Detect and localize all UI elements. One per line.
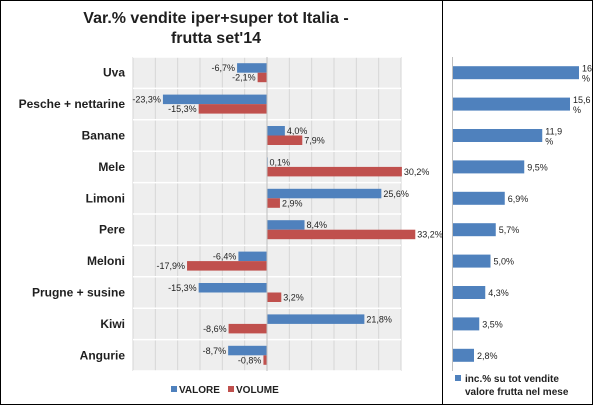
bar-incidence (453, 66, 579, 80)
category-label: Pesche + nettarine (19, 97, 126, 111)
bar-incidence (453, 286, 486, 299)
data-label: 4,0% (287, 126, 308, 136)
bar-valore (228, 345, 267, 356)
bar-incidence (453, 223, 496, 237)
category-label: Mele (98, 160, 125, 174)
legend-label-valore: VALORE (179, 385, 220, 396)
bar-valore (267, 126, 285, 136)
category-label: Kiwi (100, 317, 125, 331)
category-label: Meloni (87, 254, 125, 268)
category-label: Pere (99, 223, 125, 237)
bar-valore (267, 220, 305, 230)
data-label: 33,2% (417, 230, 443, 240)
bar-valore (267, 314, 365, 324)
data-label: 15,6 (573, 95, 591, 105)
legend-swatch-incidence (455, 375, 461, 381)
data-label: -8,7% (203, 346, 227, 356)
data-label: 5,7% (499, 225, 520, 235)
bar-incidence (453, 160, 525, 174)
chart-title: Var.% vendite iper+super tot Italia - fr… (56, 9, 376, 49)
data-label: -15,3% (168, 283, 197, 293)
bar-incidence (453, 348, 474, 362)
bar-incidence (453, 254, 491, 268)
data-label: 2,9% (282, 198, 303, 208)
bar-incidence (453, 317, 480, 331)
bar-valore (237, 63, 267, 73)
bar-volume (198, 104, 267, 114)
bar-valore (162, 94, 267, 105)
legend-label-volume: VOLUME (236, 385, 279, 396)
category-label: Prugne + susine (32, 286, 125, 300)
category-label: Limoni (86, 191, 125, 205)
data-label: 8,4% (307, 220, 328, 230)
data-label-unit: % (545, 137, 553, 147)
legend-swatch-valore (171, 386, 177, 392)
bar-volume (228, 323, 267, 334)
data-label: 0,1% (269, 157, 290, 167)
data-label: -15,3% (168, 104, 197, 114)
bar-volume (267, 292, 282, 302)
axis-line-right (452, 57, 453, 371)
data-label: 30,2% (404, 167, 430, 177)
data-label: -23,3% (132, 95, 161, 105)
data-label: -6,7% (212, 63, 236, 73)
data-label: 6,9% (508, 194, 529, 204)
bar-volume (267, 135, 303, 145)
data-label: -0,8% (238, 355, 262, 365)
bar-volume (263, 355, 267, 365)
chart-title-line-2: frutta set'14 (170, 30, 262, 47)
data-label-unit: % (573, 105, 581, 115)
data-label: 21,8% (366, 314, 392, 324)
chart-title-line-1: Var.% vendite iper+super tot Italia - (83, 10, 349, 27)
data-label: 2,8% (477, 351, 498, 361)
category-label: Angurie (80, 348, 126, 362)
bar-volume (187, 261, 267, 271)
bar-volume (257, 72, 267, 83)
data-label: 3,5% (482, 319, 503, 329)
bar-valore (198, 283, 267, 293)
data-label: 11,9 (545, 127, 562, 137)
legend-label-incidence-line-1: inc.% su tot vendite (465, 374, 559, 385)
data-label: 16,8 (582, 64, 592, 74)
bar-volume (267, 198, 280, 208)
category-label: Uva (103, 66, 125, 80)
bar-incidence (453, 129, 543, 142)
data-label: 4,3% (488, 288, 509, 298)
data-label: 9,5% (527, 162, 548, 172)
data-label: -6,4% (213, 252, 237, 262)
data-label-unit: % (582, 74, 590, 84)
panel-divider (442, 1, 443, 404)
bar-valore (238, 251, 267, 262)
bar-valore (267, 188, 382, 199)
data-label: -8,6% (203, 324, 227, 334)
data-label: 3,2% (283, 293, 304, 303)
data-label: -17,9% (157, 261, 186, 271)
bar-incidence (453, 191, 505, 205)
data-label: 25,6% (383, 189, 409, 199)
bar-incidence (453, 97, 570, 111)
category-label: Banane (82, 129, 126, 143)
data-label: 7,9% (304, 136, 325, 146)
legend-label-incidence-line-2: valore frutta nel mese (465, 387, 569, 398)
data-label: -2,1% (232, 73, 256, 83)
bar-volume (267, 229, 416, 240)
data-label: 5,0% (494, 257, 515, 267)
bar-volume (267, 166, 402, 177)
legend-swatch-volume (228, 386, 234, 392)
